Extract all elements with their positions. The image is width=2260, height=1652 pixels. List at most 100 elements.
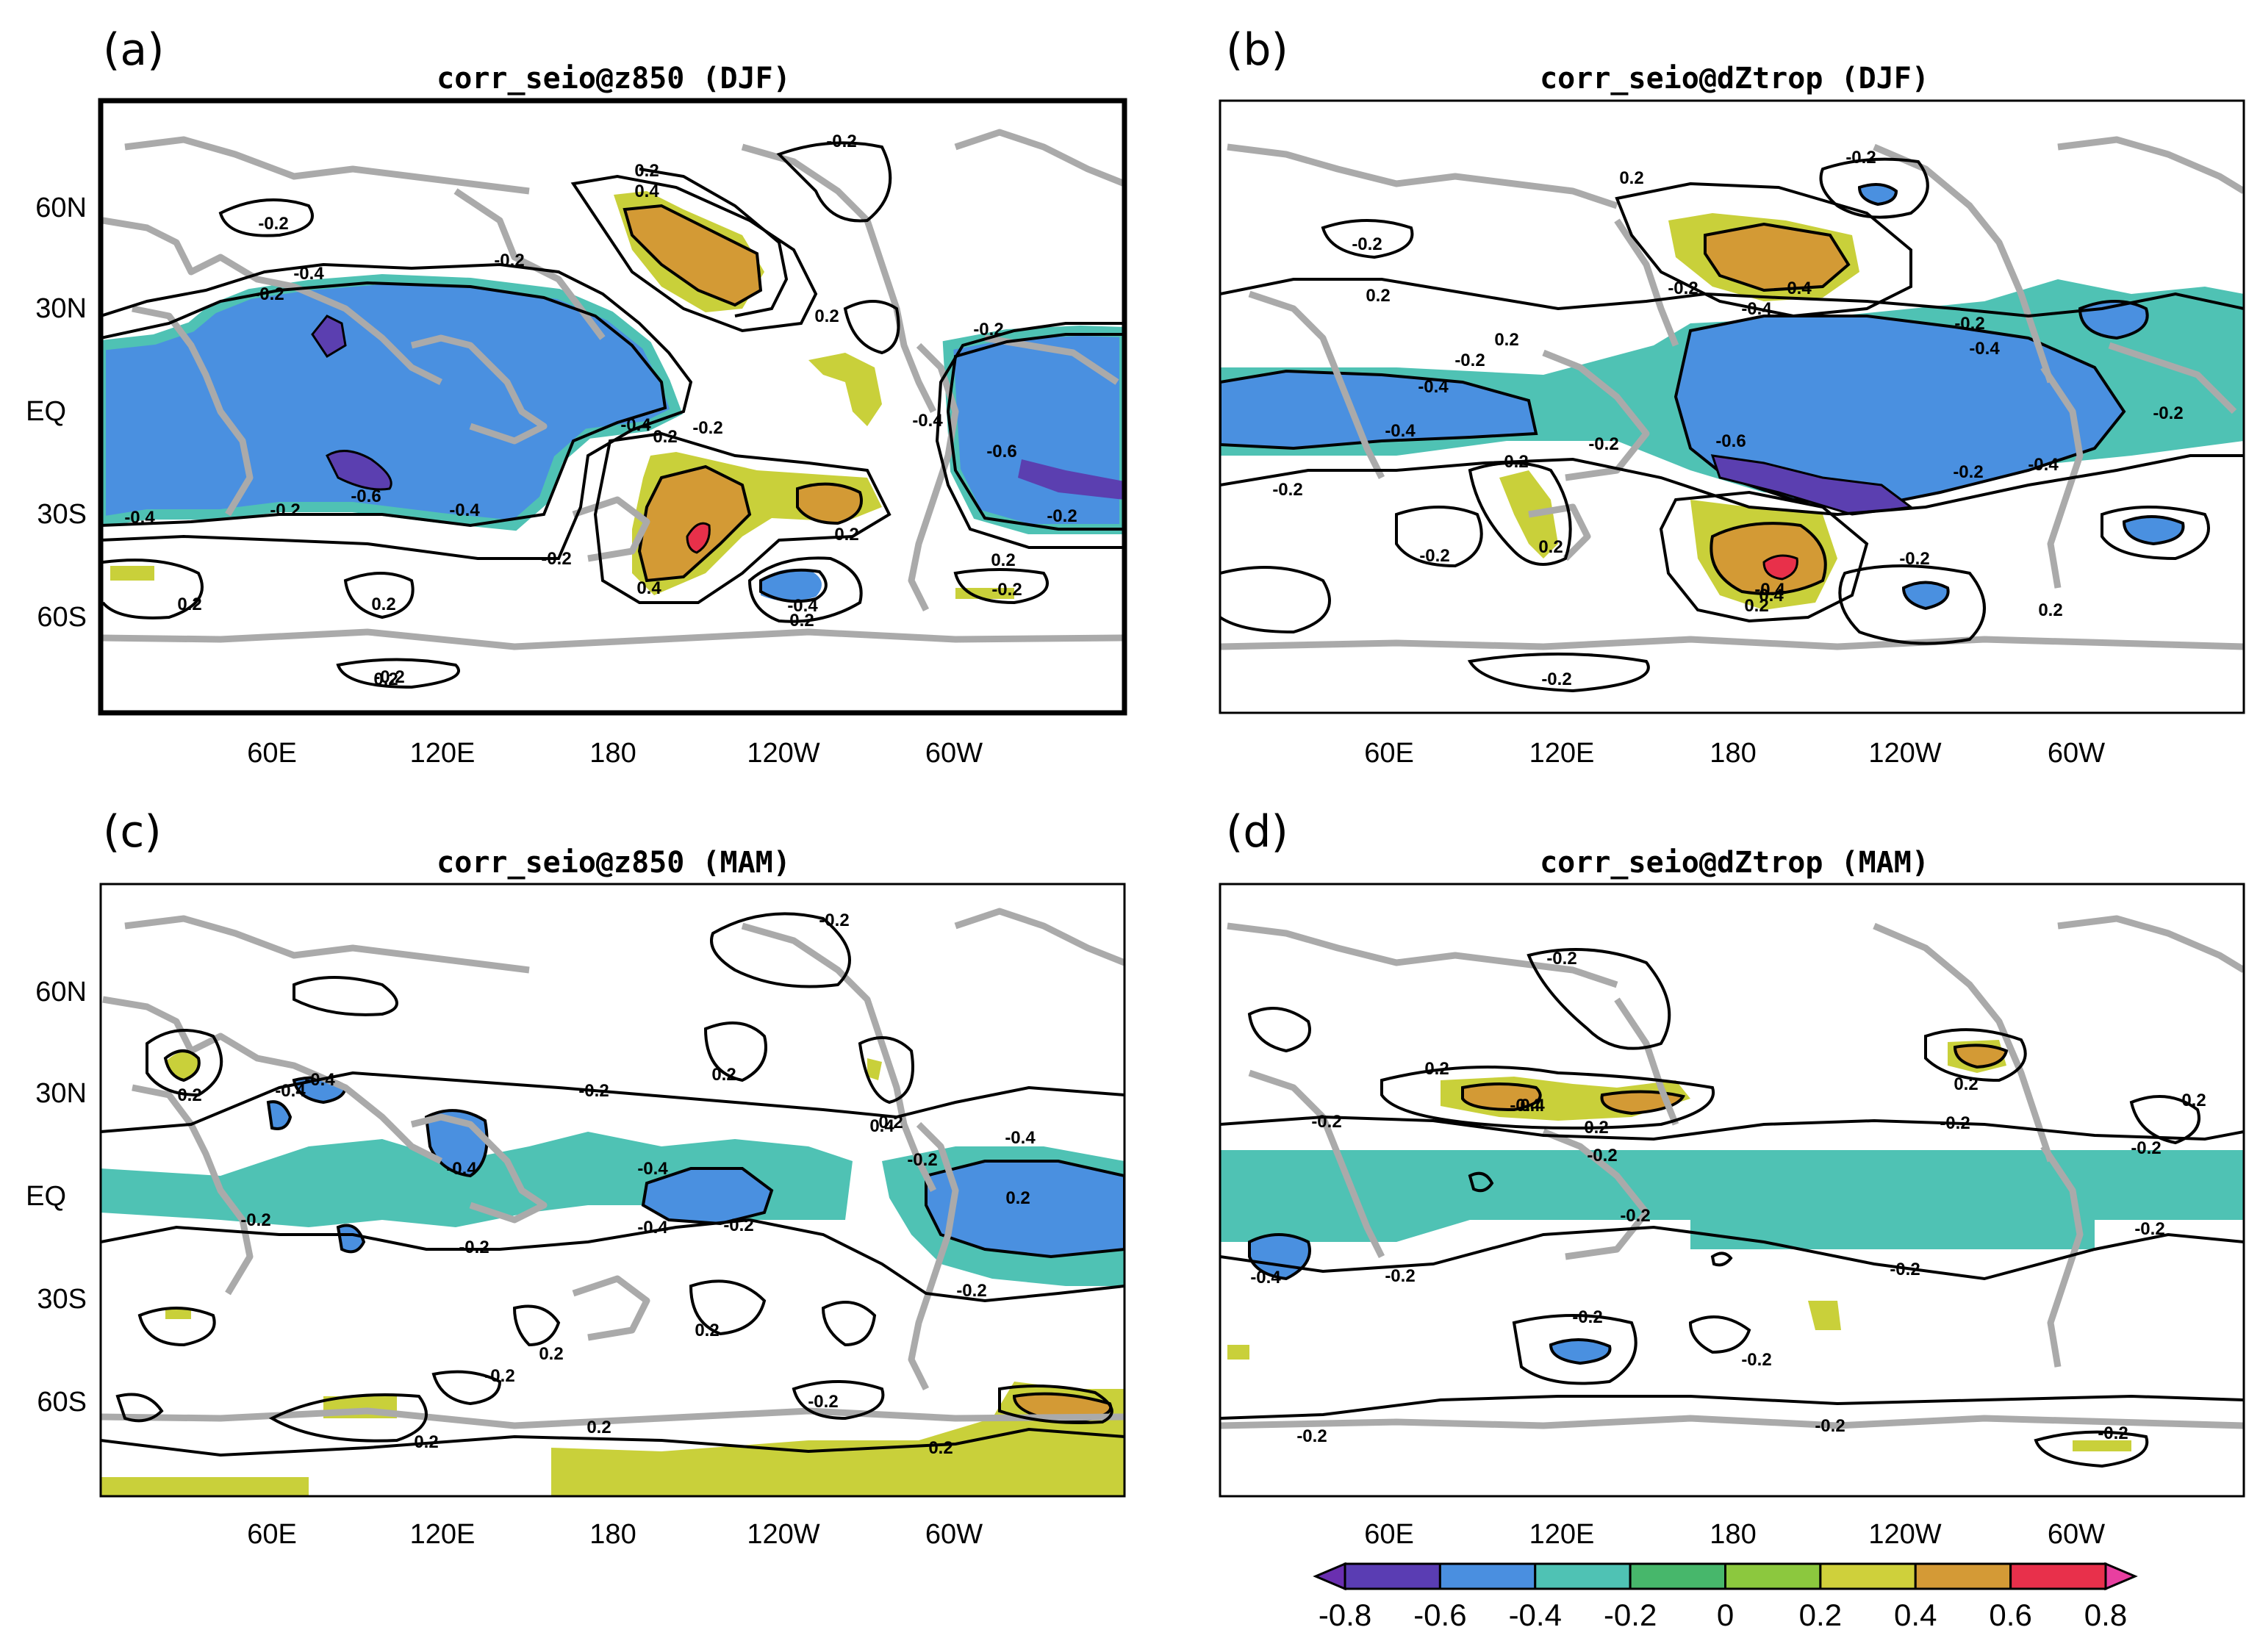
contour-c-pos02-s2 bbox=[268, 1393, 428, 1443]
x-tick-label: 120E bbox=[410, 738, 476, 769]
shade-b-pos06 bbox=[1762, 554, 1798, 581]
contour-label: -0.2 bbox=[1546, 949, 1576, 969]
contour-d-neg02-s4 bbox=[1688, 1315, 1751, 1354]
shade-a-pos02-speck3 bbox=[955, 588, 1014, 599]
contour-label: -0.2 bbox=[826, 132, 856, 151]
map-content-b bbox=[1220, 136, 2244, 693]
contour-label: 0.2 bbox=[1538, 537, 1563, 557]
y-tick-label: EQ bbox=[26, 396, 66, 427]
contour-label: -0.2 bbox=[1587, 1146, 1617, 1166]
colorbar-segment bbox=[2104, 1562, 2138, 1591]
contour-label: -0.4 bbox=[293, 264, 324, 284]
contour-label: -0.2 bbox=[808, 1392, 838, 1412]
colorbar-segment bbox=[1534, 1562, 1632, 1590]
x-axis-c: 60E 120E 180 120W 60W bbox=[247, 1519, 983, 1550]
contour-label: -0.2 bbox=[1668, 279, 1698, 298]
shade-d-pos02-s bbox=[1808, 1301, 1841, 1330]
contour-b-pos02-c1 bbox=[1468, 462, 1572, 566]
contour-a-pos02-nw bbox=[639, 168, 789, 317]
y-tick-label: 30N bbox=[35, 293, 87, 324]
contour-b-neg02-n2 bbox=[1819, 157, 1929, 219]
contour-a-neg04-east bbox=[946, 333, 1124, 531]
contour-d-neg02-n1 bbox=[1527, 948, 1671, 1050]
y-tick-label: EQ bbox=[26, 1181, 66, 1212]
colorbar-segment bbox=[1629, 1562, 1726, 1590]
contour-label: -0.4 bbox=[1754, 580, 1785, 600]
x-tick-label: 180 bbox=[589, 738, 636, 769]
contour-c-neg02-top bbox=[101, 1071, 1124, 1133]
contour-label: -0.4 bbox=[1005, 1128, 1036, 1148]
contour-label: -0.2 bbox=[2134, 1219, 2164, 1239]
contour-label: -0.4 bbox=[124, 508, 155, 528]
y-tick-label: 30S bbox=[37, 1284, 87, 1315]
contour-label: 0.4 bbox=[869, 1116, 894, 1136]
shade-c-pos02-s5 bbox=[165, 1308, 191, 1319]
contour-a-neg04-south1 bbox=[759, 568, 828, 603]
panel-c: (c) corr_seio@z850 (MAM) bbox=[26, 806, 1126, 1550]
x-tick-label: 60W bbox=[925, 1519, 983, 1550]
contour-label: -0.2 bbox=[2153, 403, 2183, 423]
shade-b-pos04-north bbox=[1704, 222, 1851, 292]
land-outline-b bbox=[1220, 136, 2244, 650]
contour-label: -0.4 bbox=[446, 1159, 477, 1179]
contour-d-neg02-s3 bbox=[1220, 1394, 2244, 1420]
contour-label: -0.2 bbox=[1845, 148, 1876, 168]
contour-a-pos02-c1 bbox=[843, 300, 900, 355]
contour-label: 0.2 bbox=[1424, 1059, 1449, 1079]
contours-c bbox=[101, 912, 1124, 1457]
contour-label: 0.2 bbox=[539, 1344, 563, 1364]
colorbar-segments bbox=[1313, 1562, 2138, 1591]
contour-label: -0.2 bbox=[1953, 462, 1983, 482]
contour-label: 0.2 bbox=[1005, 1188, 1030, 1208]
x-tick-label: 180 bbox=[589, 1519, 636, 1550]
contour-a-pos02-north bbox=[570, 174, 818, 333]
contour-a-neg02-s4 bbox=[336, 658, 460, 689]
x-axis-a: 60E 120E 180 120W 60W bbox=[247, 738, 983, 769]
contour-label: -0.2 bbox=[819, 911, 849, 930]
contour-label: -0.2 bbox=[1352, 234, 1382, 254]
shade-c-neg04-east bbox=[925, 1160, 1124, 1259]
contour-a-neg02-s3 bbox=[343, 572, 415, 620]
colorbar-tick-label: 0.2 bbox=[1799, 1598, 1842, 1632]
shade-a-neg06-3 bbox=[1018, 459, 1124, 500]
panel-a: (a) corr_seio@z850 (DJF) bbox=[26, 24, 1127, 769]
contour-label: 0.2 bbox=[695, 1321, 719, 1340]
contour-label: -0.4 bbox=[1418, 377, 1449, 397]
contour-c-neg02-bottom bbox=[101, 1218, 1124, 1303]
colorbar-tick-label: 0.6 bbox=[1989, 1598, 2031, 1632]
contour-label: -0.2 bbox=[1454, 351, 1485, 370]
contour-c-neg02-e2 bbox=[792, 1380, 885, 1421]
contour-b-neg02-s3 bbox=[1220, 566, 1331, 634]
contour-a-neg02-main bbox=[101, 262, 693, 560]
contour-d-neg02-s2 bbox=[2034, 1430, 2149, 1468]
colorbar-segment bbox=[1819, 1562, 1917, 1590]
contour-label: -0.2 bbox=[692, 418, 722, 438]
contour-label: 0.2 bbox=[711, 1065, 736, 1085]
contour-labels-a: -0.2 -0.2 -0.2 -0.2 -0.2 -0.2 -0.2 -0.2 … bbox=[124, 132, 1077, 689]
contour-label: 0.2 bbox=[1584, 1118, 1608, 1138]
shade-d-pos04-n1 bbox=[1461, 1082, 1542, 1112]
colorbar-tick-label: 0.8 bbox=[2084, 1598, 2127, 1632]
contour-a-neg02-south1 bbox=[747, 556, 863, 623]
contour-b-neg02-e bbox=[2101, 506, 2210, 561]
contour-c-pos02-n2 bbox=[293, 976, 398, 1016]
shade-c-pos02-south2 bbox=[551, 1382, 1124, 1496]
contour-label: 0.2 bbox=[1744, 596, 1768, 616]
contour-label: 0.2 bbox=[1954, 1074, 1978, 1094]
x-tick-label: 120W bbox=[1868, 1519, 1941, 1550]
shade-b-neg04-s2 bbox=[1901, 581, 1950, 611]
contour-label: -0.2 bbox=[258, 214, 288, 234]
contour-c-pos02-n3 bbox=[703, 1021, 767, 1082]
shade-c-pos02-s6 bbox=[867, 1058, 882, 1080]
y-axis-a: 60N 30N EQ 30S 60S bbox=[26, 193, 87, 633]
panel-d: (d) corr_seio@dZtrop (MAM) bbox=[1219, 806, 2245, 1550]
map-frame-b bbox=[1219, 99, 2245, 714]
contour-label: 0.4 bbox=[1759, 586, 1784, 606]
contour-label: -0.2 bbox=[783, 611, 814, 631]
contour-label: -0.4 bbox=[912, 411, 943, 431]
contour-label: -0.2 bbox=[484, 1366, 514, 1386]
contour-label: -0.2 bbox=[1741, 1350, 1771, 1370]
contours-b bbox=[1220, 157, 2244, 693]
contour-labels-d: -0.2 -0.2 -0.2 -0.2 -0.2 -0.2 -0.2 -0.2 … bbox=[1250, 949, 2206, 1446]
